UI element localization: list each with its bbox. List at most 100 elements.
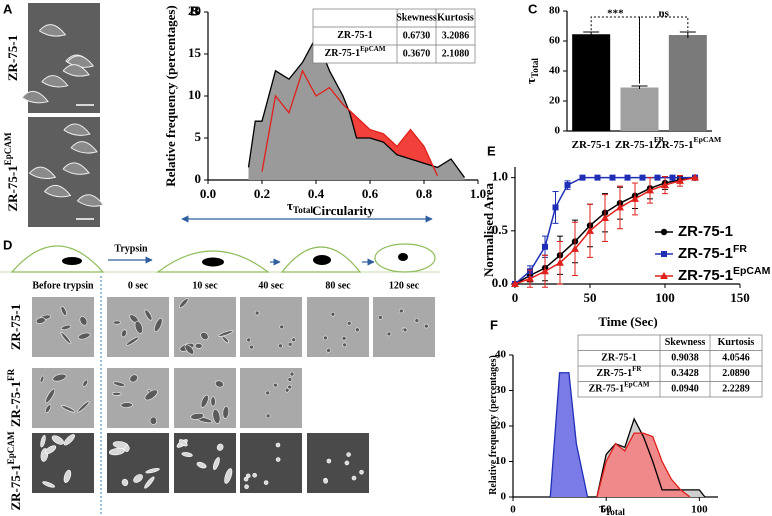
table-row-label: ZR-75-1EpCAM — [325, 45, 386, 60]
table-row-label: ZR-75-1 — [601, 353, 637, 364]
table-row-label-base: ZR-75-1 — [601, 353, 637, 364]
table-header: Kurtosis — [718, 337, 755, 348]
table-row-label: ZR-75-1 — [337, 30, 373, 41]
cell — [179, 298, 189, 308]
marker — [579, 174, 586, 181]
y-axis-label-sub: Total — [530, 58, 540, 78]
trypsin-label: Trypsin — [114, 243, 148, 254]
micrograph — [107, 368, 169, 428]
legend-label: ZR-75-1EpCAM — [678, 265, 771, 284]
x-tick-label: ZR-75-1FR — [615, 135, 665, 151]
x-tick-label-sup: EpCAM — [694, 135, 723, 144]
x-tick-label: 0 — [510, 504, 516, 516]
cell — [63, 469, 72, 483]
table-row-label-sup: EpCAM — [360, 45, 386, 53]
error-bar — [679, 31, 696, 38]
x-axis-label-base: τ — [599, 500, 605, 515]
legend-label: ZR-75-1FR — [678, 243, 747, 262]
marker — [646, 186, 654, 194]
cell — [60, 405, 76, 413]
table-row-label-base: ZR-75-1 — [337, 30, 373, 41]
marker — [542, 243, 548, 250]
table-cell: 0.0940 — [671, 384, 699, 395]
row-label-base: ZR-75-1 — [5, 165, 20, 211]
marker — [660, 228, 668, 236]
cell — [154, 317, 163, 333]
cell — [125, 336, 140, 346]
y-tick-label: 1.0 — [492, 169, 508, 184]
marker — [571, 244, 579, 252]
micrograph — [240, 297, 302, 357]
cell — [45, 388, 56, 404]
tau-label: τTotal — [287, 198, 313, 215]
x-tick-label: 100 — [691, 504, 708, 516]
x-tick-label: 0.6 — [362, 186, 379, 201]
marker — [526, 274, 534, 282]
marker — [661, 181, 669, 189]
table-cell: 0.3428 — [671, 368, 699, 379]
cell — [112, 381, 126, 387]
cell-outline — [280, 246, 362, 273]
table-header: Skewness — [396, 12, 437, 23]
area — [550, 372, 588, 497]
marker — [594, 174, 601, 181]
cell — [178, 439, 188, 447]
cell — [245, 473, 251, 479]
y-tick-label: 0.0 — [492, 275, 508, 290]
y-axis-label: Relative frequency (percentages) — [488, 355, 499, 495]
panel-letter: E — [487, 143, 496, 158]
table-cell: 3.2086 — [442, 30, 470, 41]
x-tick-label-base: ZR-75-1 — [654, 139, 693, 151]
cell — [134, 320, 143, 334]
row-label-sup: EpCAM — [6, 431, 16, 464]
marker — [661, 251, 667, 257]
cell — [275, 442, 281, 448]
y-tick-label: 40 — [549, 65, 561, 77]
marker — [609, 174, 616, 181]
marker — [631, 194, 639, 202]
x-tick-label: ZR-75-1 — [572, 139, 611, 151]
table-cell: 0.3670 — [403, 48, 431, 59]
cell — [124, 445, 130, 452]
cell — [184, 344, 195, 355]
cell — [144, 389, 158, 401]
x-axis-label-base: Circularity — [312, 203, 374, 218]
row-label: ZR-75-1 — [8, 304, 23, 350]
panel-letter: A — [3, 1, 13, 16]
x-axis-label: τTotal — [599, 500, 625, 516]
x-tick-label: 1.0 — [470, 186, 486, 201]
x-tick-label: 0 — [512, 290, 519, 305]
cell — [289, 371, 295, 377]
y-tick-label: 30 — [495, 384, 507, 396]
tau-label-sub: Total — [293, 205, 313, 215]
legend-label-sup: FR — [733, 243, 747, 255]
row-label-base: ZR-75-1 — [8, 381, 23, 427]
cell — [200, 394, 209, 408]
marker — [654, 174, 661, 181]
row-label-sup: FR — [6, 368, 16, 381]
y-tick-label: 40 — [495, 349, 507, 361]
significance-line — [639, 16, 689, 84]
cell — [265, 390, 271, 396]
time-label: 120 sec — [389, 280, 420, 291]
cell — [378, 315, 383, 320]
cell — [77, 332, 91, 340]
row-label: ZR-75-1 — [5, 35, 20, 81]
time-label: Before trypsin — [32, 280, 94, 291]
cell — [402, 327, 408, 333]
x-axis-label-base: Time (Sec) — [598, 314, 657, 329]
marker — [624, 174, 631, 181]
cell — [44, 445, 57, 455]
x-axis-label: Time (Sec) — [598, 314, 657, 329]
cell — [284, 387, 290, 393]
cell — [77, 400, 90, 413]
cell — [212, 409, 221, 424]
table-row-label: ZR-75-1FR — [597, 364, 643, 379]
y-tick-label: 15 — [188, 45, 202, 60]
x-tick-label: 0.0 — [200, 186, 216, 201]
line — [587, 417, 706, 498]
cell — [181, 452, 193, 457]
time-label: 40 sec — [258, 280, 284, 291]
x-tick-label: 100 — [655, 290, 675, 305]
cell — [145, 467, 160, 474]
